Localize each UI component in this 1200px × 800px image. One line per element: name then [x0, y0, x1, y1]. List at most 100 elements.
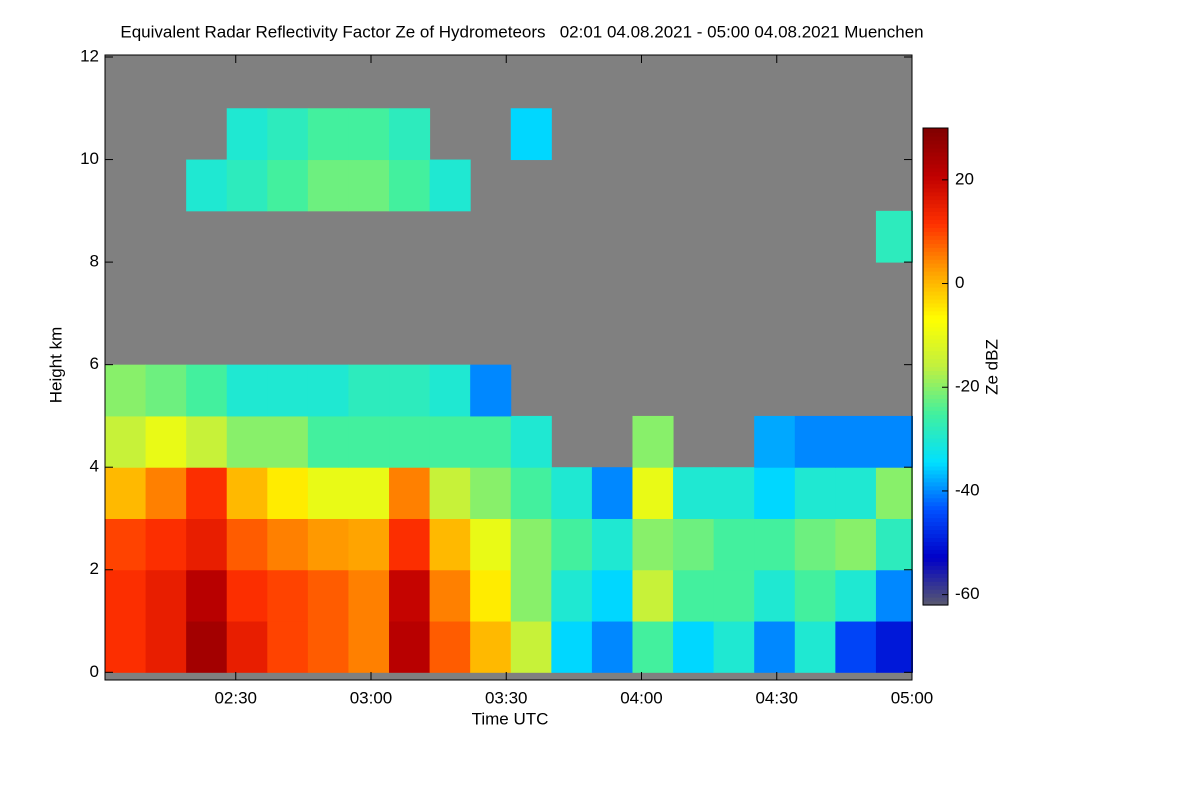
colorbar-swatch — [923, 334, 948, 340]
colorbar-swatch — [923, 287, 948, 292]
x-tick-label: 02:30 — [214, 688, 257, 707]
heatmap-cell — [754, 569, 796, 622]
y-tick-label: 2 — [90, 559, 99, 578]
heatmap-cell — [429, 621, 471, 673]
colorbar-swatch — [923, 139, 948, 145]
heatmap-cell — [226, 467, 268, 519]
colorbar-swatch — [923, 227, 948, 232]
colorbar-swatch — [923, 434, 948, 439]
colorbar-swatch — [923, 505, 948, 511]
heatmap-cell — [186, 569, 228, 622]
colorbar-swatch — [923, 235, 948, 240]
colorbar-swatch — [923, 438, 948, 443]
heatmap-cell — [794, 467, 836, 519]
heatmap-cell — [348, 569, 390, 622]
heatmap-cell — [470, 569, 512, 622]
colorbar-swatch — [923, 215, 948, 221]
heatmap-cell — [226, 621, 268, 673]
colorbar-swatch — [923, 283, 948, 288]
colorbar-swatch — [923, 187, 948, 193]
heatmap-cell — [835, 569, 877, 622]
colorbar-swatch — [923, 163, 948, 169]
colorbar-frame — [922, 127, 949, 606]
colorbar-swatch — [923, 306, 948, 312]
heatmap-cell — [348, 159, 390, 212]
colorbar-swatch — [923, 128, 948, 133]
colorbar-swatch — [923, 358, 948, 364]
colorbar-swatch — [923, 195, 948, 201]
heatmap-cell — [389, 415, 431, 468]
heatmap-cell — [226, 415, 268, 468]
heatmap-cell — [470, 364, 512, 417]
heatmap-cell — [307, 621, 349, 673]
heatmap-cell — [875, 415, 913, 468]
heatmap-cell — [389, 518, 431, 571]
heatmap-cell — [186, 415, 228, 468]
colorbar-swatch — [923, 410, 948, 415]
heatmap-cell — [632, 621, 674, 673]
y-tick-label: 6 — [90, 354, 99, 373]
heatmap-cell — [591, 518, 633, 571]
heatmap-cell — [348, 518, 390, 571]
x-tick-label: 05:00 — [891, 688, 934, 707]
colorbar-swatch — [923, 565, 948, 570]
colorbar-swatch — [923, 302, 948, 308]
colorbar-swatch — [923, 430, 948, 435]
heatmap-cell — [551, 621, 593, 673]
colorbar-swatch — [923, 342, 948, 348]
colorbar-swatch — [923, 290, 948, 296]
y-tick-label: 12 — [80, 46, 99, 65]
heatmap-cell — [835, 518, 877, 571]
colorbar-swatch — [923, 135, 948, 141]
heatmap-cell — [389, 569, 431, 622]
colorbar-swatch — [923, 167, 948, 173]
colorbar-swatch — [923, 465, 948, 471]
heatmap-cell — [510, 108, 552, 161]
colorbar-swatch — [923, 549, 948, 554]
heatmap-cell — [429, 569, 471, 622]
colorbar-swatch — [923, 330, 948, 336]
colorbar-swatch — [923, 219, 948, 224]
colorbar-swatch — [923, 477, 948, 483]
heatmap-cell — [267, 621, 309, 673]
colorbar-swatch — [923, 406, 948, 411]
heatmap-cell — [186, 159, 228, 212]
colorbar-swatch — [923, 294, 948, 300]
colorbar-swatch — [923, 561, 948, 566]
heatmap-cell — [673, 569, 715, 622]
colorbar-swatch — [923, 231, 948, 236]
heatmap-cell — [875, 210, 913, 263]
colorbar-swatch — [923, 310, 948, 316]
heatmap-cell — [835, 621, 877, 673]
heatmap-cell — [632, 518, 674, 571]
heatmap-cell — [226, 108, 268, 161]
colorbar-swatch — [923, 422, 948, 427]
colorbar-swatch — [923, 175, 948, 181]
heatmap-cell — [267, 569, 309, 622]
heatmap-cell — [145, 415, 187, 468]
heatmap-cell — [389, 159, 431, 212]
heatmap-cell — [632, 467, 674, 519]
colorbar-swatch — [923, 513, 948, 519]
heatmap-cell — [794, 621, 836, 673]
heatmap-cell — [754, 518, 796, 571]
colorbar-swatch — [923, 267, 948, 272]
colorbar-swatch — [923, 223, 948, 228]
colorbar-swatch — [923, 354, 948, 360]
colorbar-swatch — [923, 243, 948, 248]
colorbar-swatch — [923, 338, 948, 344]
heatmap-cell — [875, 621, 913, 673]
colorbar-swatch — [923, 378, 948, 383]
colorbar-swatch — [923, 350, 948, 356]
colorbar-tick-label: 20 — [955, 169, 974, 188]
colorbar-swatch — [923, 581, 948, 586]
heatmap-cell — [389, 364, 431, 417]
heatmap-cell — [875, 569, 913, 622]
colorbar-swatch — [923, 418, 948, 423]
heatmap-cell — [105, 364, 147, 417]
heatmap-cell — [673, 518, 715, 571]
colorbar-swatch — [923, 402, 948, 407]
heatmap-cell — [226, 518, 268, 571]
heatmap-cell — [348, 364, 390, 417]
heatmap-cell — [510, 415, 552, 468]
